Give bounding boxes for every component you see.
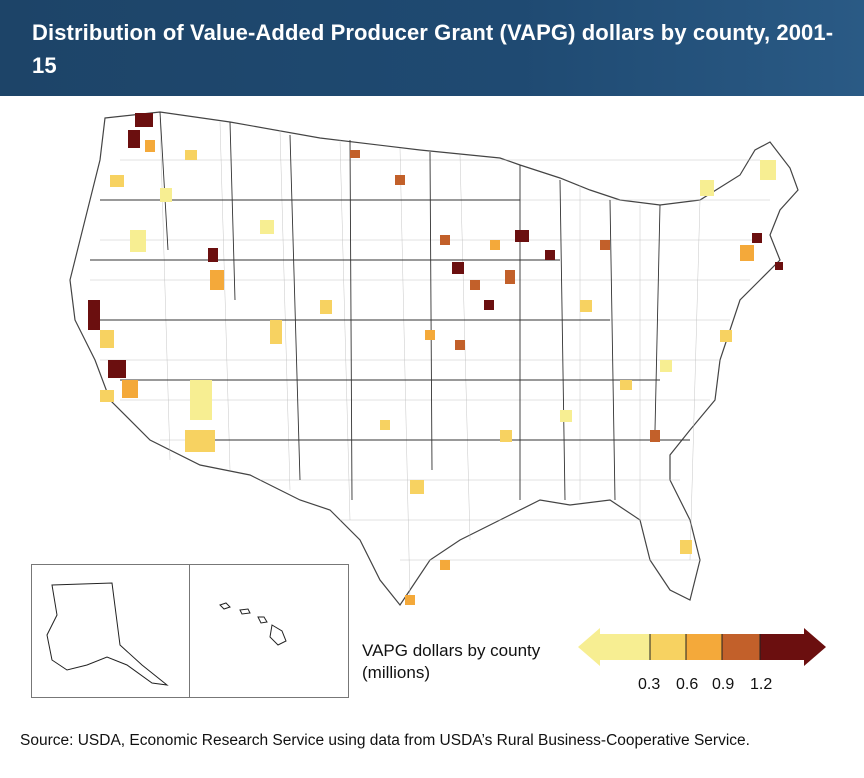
legend-color-bar <box>578 628 826 666</box>
inset-divider <box>189 565 190 697</box>
alaska-map <box>46 582 169 686</box>
alaska-hawaii-inset <box>31 564 349 698</box>
legend-tick-label: 0.9 <box>712 676 735 693</box>
us-map <box>0 100 864 620</box>
source-note: Source: USDA, Economic Research Service … <box>20 732 750 749</box>
contiguous-us-map <box>69 111 799 607</box>
legend-tick-label: 1.2 <box>750 676 773 693</box>
title-bar: Distribution of Value-Added Producer Gra… <box>0 0 864 96</box>
hawaii-map <box>219 602 287 646</box>
us-outline <box>69 111 799 607</box>
legend-segment <box>578 628 650 666</box>
page-title: Distribution of Value-Added Producer Gra… <box>32 20 834 78</box>
legend-segment <box>650 634 686 660</box>
legend-tick-label: 0.3 <box>638 676 661 693</box>
legend-segment <box>722 634 760 660</box>
state-borders <box>90 111 690 501</box>
legend-tick-label: 0.6 <box>676 676 699 693</box>
county-fills <box>88 113 783 605</box>
legend-label: VAPG dollars by county (millions) <box>362 640 540 684</box>
legend-segment <box>686 634 722 660</box>
legend-segment <box>760 628 826 666</box>
legend-label-line1: VAPG dollars by county <box>362 641 541 660</box>
legend-label-line2: (millions) <box>362 663 430 682</box>
